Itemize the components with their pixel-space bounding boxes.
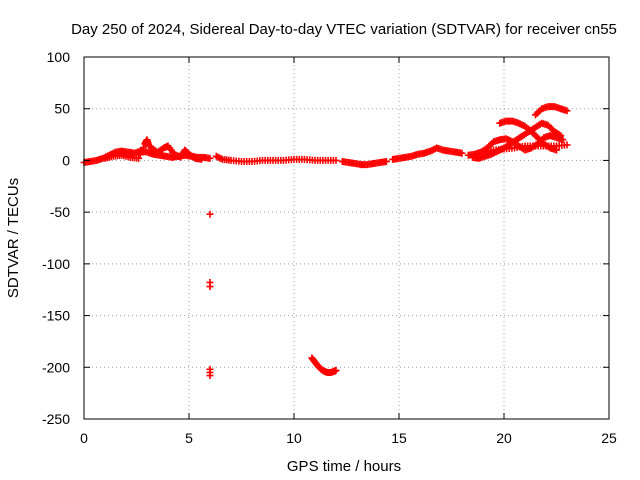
chart-title: Day 250 of 2024, Sidereal Day-to-day VTE… [71,21,617,38]
axis-ticks [83,56,610,420]
series-track-j [479,141,571,156]
series-outliers-6h [206,210,214,380]
x-tick-labels: 0 5 10 15 20 25 [80,430,617,446]
data-point [206,372,214,380]
y-tick-labels: -250 -200 -150 -100 -50 0 50 100 [42,49,70,427]
data-point [332,366,340,374]
y-tick-label: -100 [42,256,70,272]
data-point [206,154,214,162]
x-tick-label: 10 [286,430,302,446]
series-dip-11h [308,354,340,376]
data-point [557,132,565,140]
x-tick-label: 5 [185,430,193,446]
data-point [206,283,214,291]
data-point [382,157,390,165]
series-track-b [101,136,206,163]
data-point [136,151,144,159]
series-track-e [389,144,466,163]
data-point [563,141,571,149]
data-point [139,144,147,151]
series-track-d [338,157,390,169]
y-tick-label: -250 [42,411,70,427]
data-point [138,147,146,155]
data-point [206,210,214,218]
data-point [198,155,206,163]
y-tick-label: -200 [42,359,70,375]
y-tick-label: 100 [47,49,71,65]
x-tick-label: 20 [496,430,512,446]
data-point [563,107,571,115]
y-tick-label: -50 [50,204,70,220]
data-points [80,103,571,380]
x-tick-label: 15 [391,430,407,446]
x-axis-label: GPS time / hours [287,458,401,475]
series-track-i [532,103,571,119]
y-tick-label: 50 [54,101,70,117]
data-point [135,154,143,162]
y-tick-label: 0 [62,152,70,168]
data-point [559,136,567,144]
y-tick-label: -150 [42,308,70,324]
grid [84,57,609,419]
y-axis-label: SDTVAR / TECUs [5,178,22,298]
data-point [458,149,466,157]
plot-frame [83,56,610,420]
x-tick-label: 0 [80,430,88,446]
data-point [332,156,340,164]
x-tick-label: 25 [601,430,617,446]
series-track-c [212,152,340,165]
